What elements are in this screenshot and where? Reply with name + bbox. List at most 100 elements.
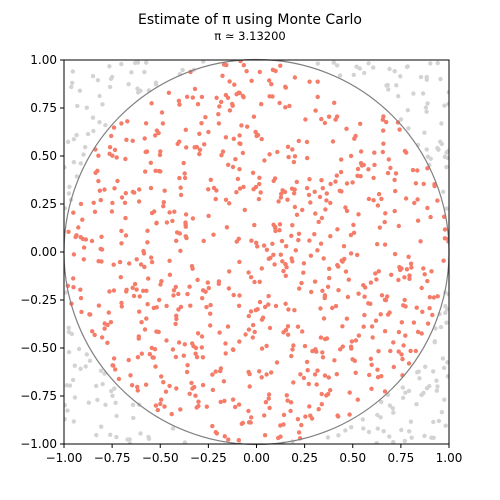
- inside-point: [188, 303, 193, 308]
- inside-point: [266, 256, 271, 261]
- inside-point: [382, 329, 388, 334]
- inside-point: [349, 346, 354, 351]
- outside-point: [107, 84, 113, 90]
- inside-point: [267, 325, 273, 331]
- inside-point: [315, 79, 320, 84]
- outside-point: [442, 154, 447, 159]
- inside-point: [321, 316, 327, 321]
- outside-point: [436, 418, 442, 424]
- inside-point: [113, 367, 118, 372]
- inside-point: [71, 210, 76, 215]
- inside-point: [371, 198, 376, 203]
- inside-point: [348, 251, 354, 256]
- inside-point: [422, 272, 427, 277]
- inside-point: [302, 343, 308, 349]
- inside-point: [257, 299, 263, 305]
- outside-point: [435, 60, 440, 66]
- inside-point: [108, 320, 114, 325]
- inside-point: [318, 306, 323, 311]
- inside-point: [154, 220, 159, 225]
- inside-point: [127, 261, 132, 266]
- inside-point: [193, 393, 198, 398]
- inside-point: [190, 95, 195, 100]
- inside-point: [334, 173, 339, 178]
- inside-point: [382, 389, 388, 394]
- x-tick-label: −0.50: [142, 451, 179, 465]
- inside-point: [236, 438, 241, 443]
- outside-point: [439, 121, 444, 126]
- outside-point: [362, 70, 367, 76]
- inside-point: [304, 359, 310, 365]
- inside-point: [262, 413, 267, 418]
- inside-point: [222, 434, 227, 439]
- inside-point: [425, 205, 430, 211]
- inside-point: [218, 399, 223, 405]
- inside-point: [427, 306, 432, 311]
- outside-point: [366, 429, 372, 435]
- outside-point: [325, 435, 331, 440]
- inside-point: [200, 382, 206, 388]
- inside-point: [176, 340, 182, 345]
- outside-point: [66, 191, 72, 196]
- outside-point: [103, 402, 108, 407]
- outside-point: [337, 73, 343, 78]
- outside-point: [387, 434, 392, 439]
- inside-point: [146, 276, 151, 281]
- inside-point: [299, 280, 304, 286]
- inside-point: [306, 381, 311, 387]
- inside-point: [320, 355, 326, 360]
- outside-point: [119, 61, 124, 67]
- inside-point: [227, 201, 232, 206]
- outside-point: [70, 69, 76, 74]
- inside-point: [414, 305, 419, 310]
- inside-point: [172, 209, 177, 214]
- inside-point: [321, 256, 326, 261]
- outside-point: [144, 60, 149, 65]
- outside-point: [153, 80, 159, 85]
- inside-point: [137, 309, 142, 314]
- inside-point: [134, 257, 139, 262]
- inside-point: [218, 368, 223, 374]
- outside-point: [351, 72, 356, 78]
- inside-point: [267, 405, 272, 411]
- inside-point: [232, 82, 237, 87]
- outside-point: [335, 63, 340, 68]
- inside-point: [246, 408, 251, 414]
- outside-point: [425, 101, 430, 106]
- inside-point: [178, 304, 184, 310]
- inside-point: [219, 153, 224, 158]
- inside-point: [415, 168, 420, 173]
- inside-point: [204, 304, 209, 310]
- inside-point: [107, 289, 112, 294]
- inside-point: [182, 171, 187, 176]
- inside-point: [381, 128, 386, 133]
- outside-point: [131, 415, 136, 421]
- inside-point: [102, 326, 107, 331]
- inside-point: [300, 207, 305, 213]
- inside-point: [178, 407, 183, 412]
- inside-point: [399, 320, 404, 325]
- inside-point: [236, 303, 242, 308]
- inside-point: [368, 280, 374, 285]
- inside-point: [348, 153, 354, 159]
- inside-point: [234, 92, 239, 97]
- outside-point: [414, 402, 419, 407]
- inside-point: [266, 293, 271, 299]
- inside-point: [164, 220, 170, 225]
- inside-point: [362, 294, 367, 299]
- outside-point: [83, 145, 88, 150]
- inside-point: [301, 261, 307, 266]
- inside-point: [292, 75, 298, 80]
- inside-point: [96, 303, 102, 308]
- outside-point: [90, 73, 96, 79]
- inside-point: [324, 336, 330, 341]
- inside-point: [251, 114, 257, 119]
- inside-point: [415, 197, 420, 202]
- inside-point: [111, 262, 116, 267]
- outside-point: [375, 426, 380, 431]
- inside-point: [406, 361, 412, 366]
- outside-point: [425, 154, 431, 159]
- inside-point: [285, 197, 290, 202]
- outside-point: [65, 408, 70, 413]
- y-tick-label: 1.00: [30, 53, 57, 67]
